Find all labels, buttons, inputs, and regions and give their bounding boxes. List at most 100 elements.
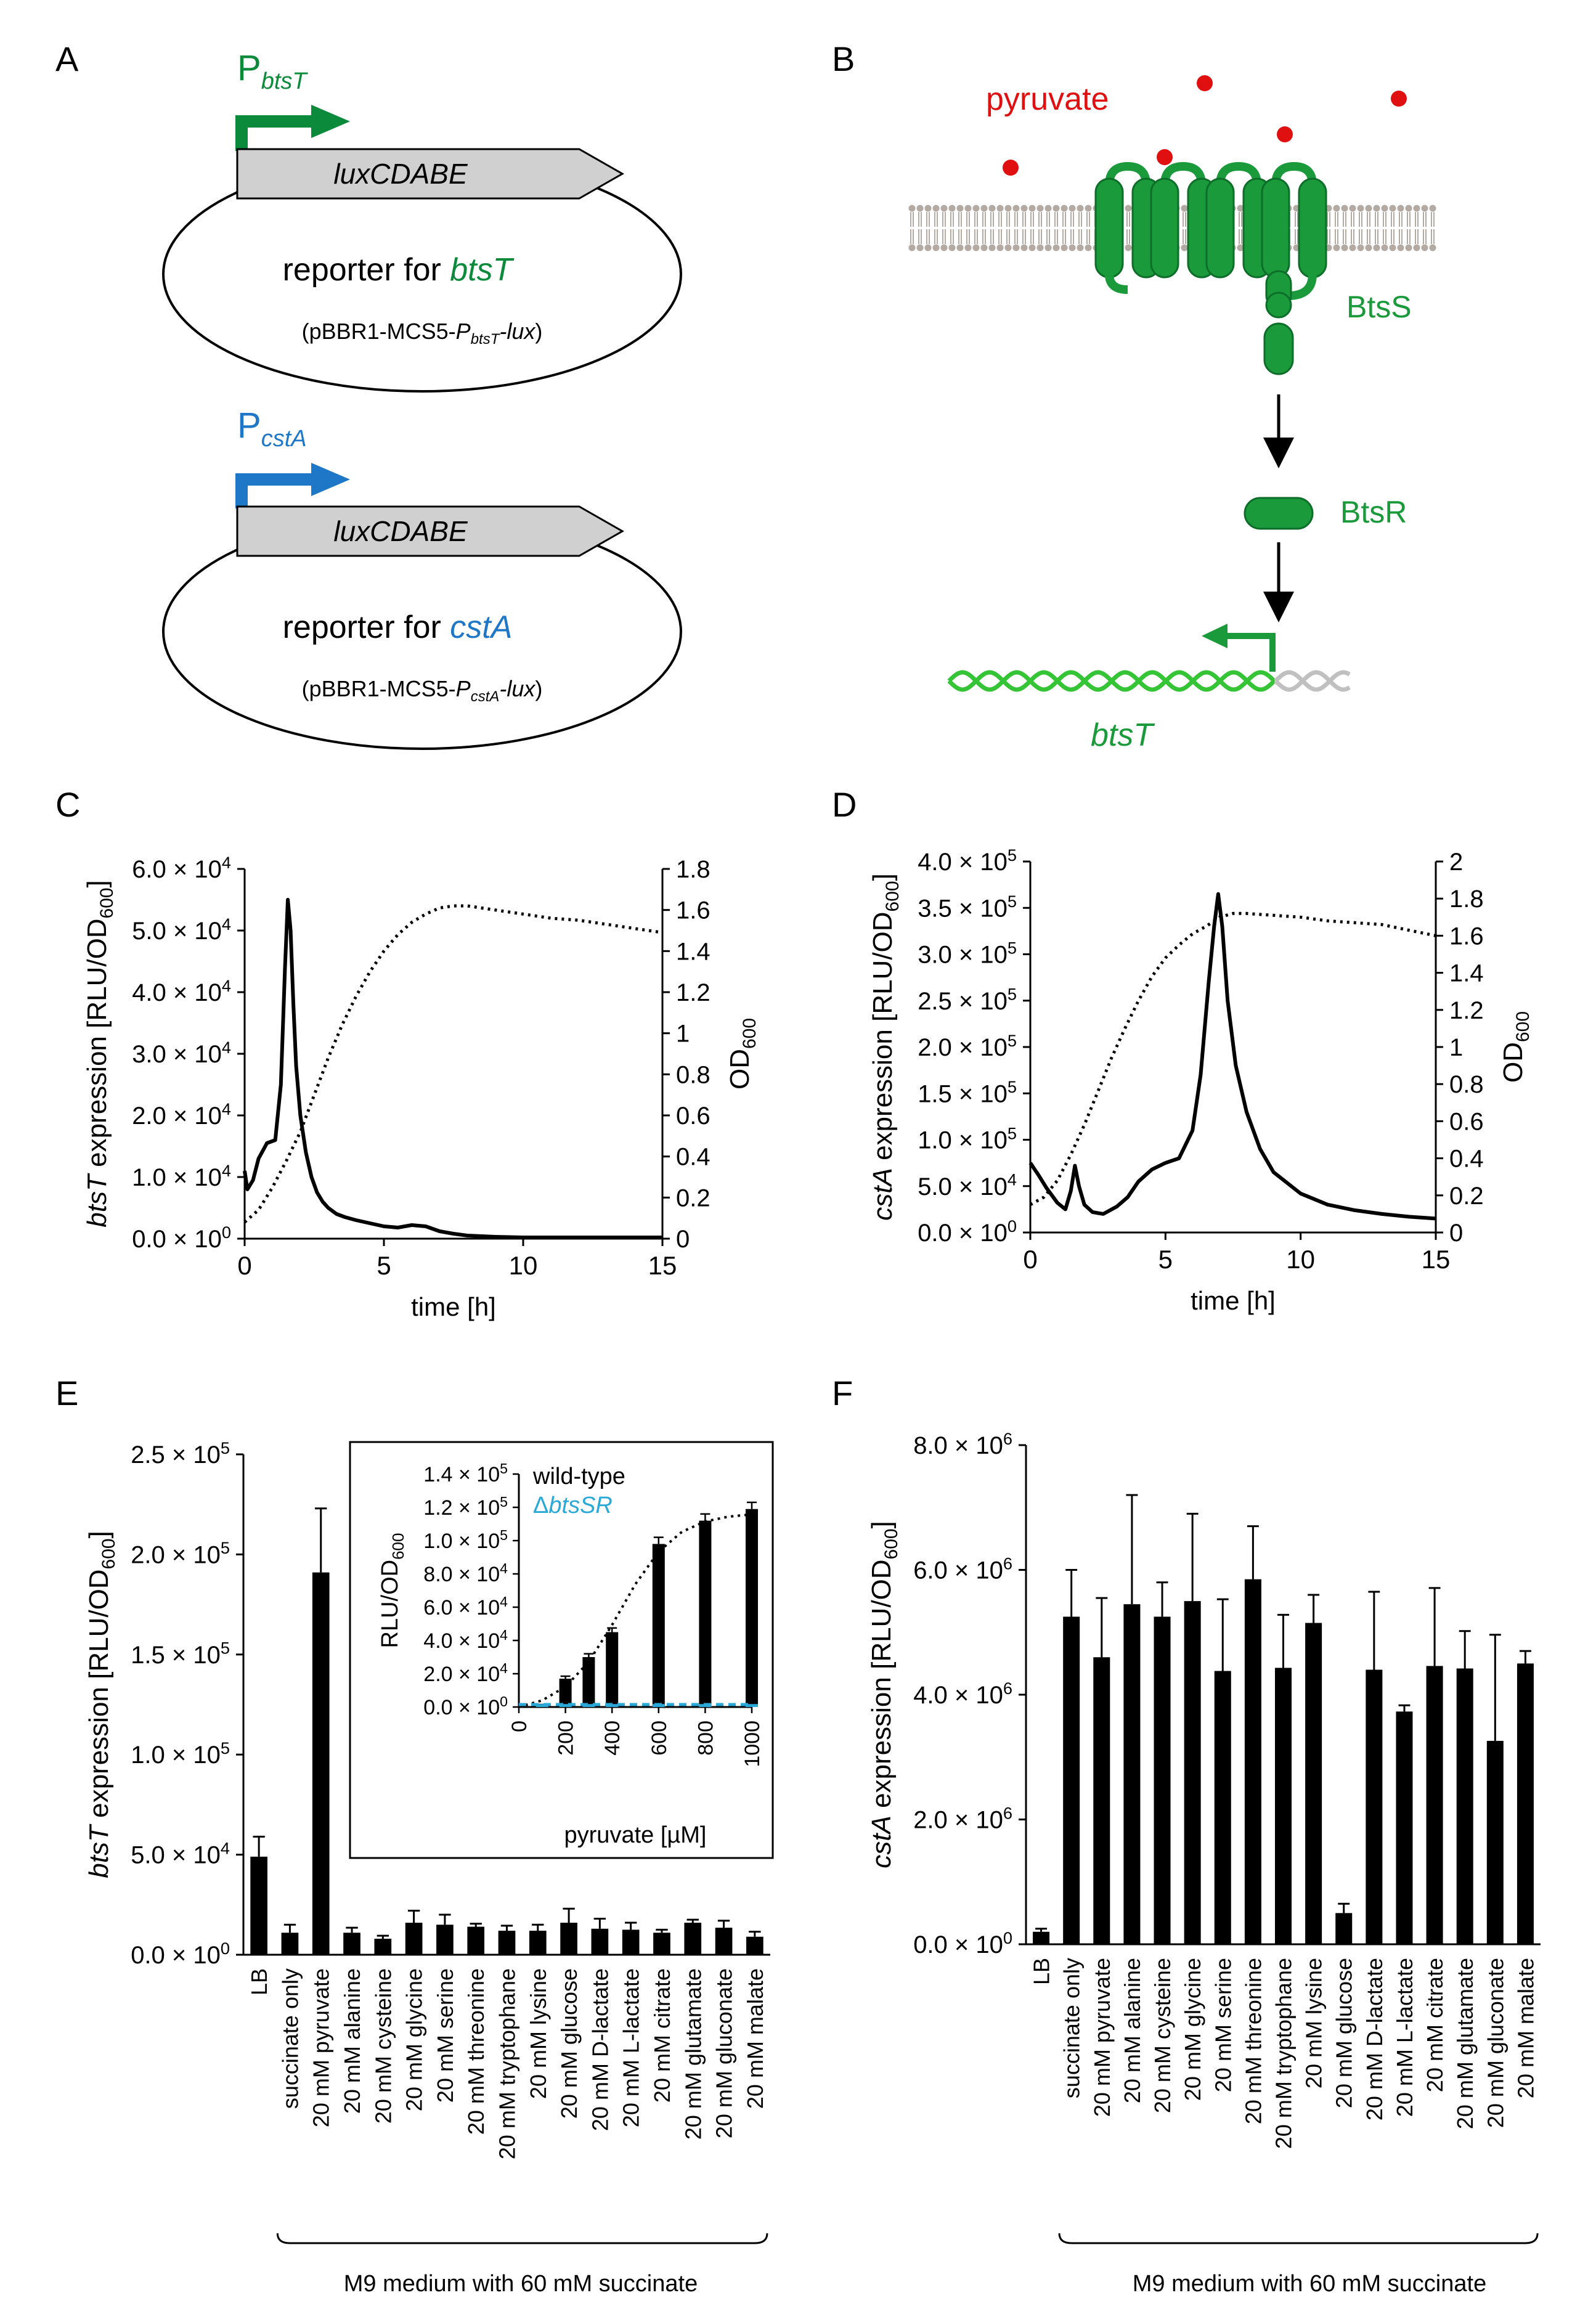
bar [1154,1616,1171,1944]
inset-bar-mutant [582,1704,595,1707]
category-label: 20 mM glycine [402,1968,427,2111]
y2-tick-label: 0.6 [1449,1108,1484,1135]
chart-e-inset: 0.0 × 100 2.0 × 104 4.0 × 104 6.0 × 104 8.0 … [349,1441,774,1859]
y2-tick-label: 0.2 [676,1184,710,1212]
promoter-label-csta: PcstA [237,405,307,452]
bar [436,1925,454,1955]
chart-c: 0.0 × 100 1.0 × 104 2.0 × 104 3.0 × 104 4.0 … [82,853,760,1321]
category-label: 20 mM citrate [1422,1958,1447,2092]
x-tick-label: 10 [1286,1245,1315,1274]
y2-tick-label: 0.4 [676,1144,710,1171]
btst-gene-label: btsT [1091,717,1155,753]
y-tick-label: 4.0 × 106 [913,1679,1012,1709]
btsr-label: BtsR [1340,495,1407,529]
bar [467,1926,485,1955]
inset-x-tick-label: 600 [648,1721,671,1756]
bar [1184,1601,1201,1944]
reporter-label-btst: reporter for btsT [283,252,515,288]
panel-letter-e: E [55,1374,78,1412]
panel-letter-a: A [55,39,79,78]
bar [1033,1931,1050,1944]
category-label: LB [246,1968,272,1995]
bar [312,1572,330,1955]
y-tick-label: 3.0 × 105 [918,938,1017,968]
y-tick-label: 6.0 × 106 [913,1554,1012,1584]
panel-e: E 0.0 × 100 5.0 × 104 1.0 × 105 1.5 × 105 2.… [55,1374,774,2297]
category-label: 20 mM serine [433,1968,458,2103]
y2-tick-label: 1.4 [1449,960,1484,987]
category-label: 20 mM tryptophane [495,1968,520,2159]
x-tick-label: 15 [648,1251,677,1280]
category-label: 20 mM pyruvate [309,1968,334,2127]
inset-y-tick-label: 1.2 × 105 [423,1494,508,1520]
y-tick-label: 1.5 × 105 [131,1639,230,1669]
bar [622,1929,640,1955]
category-label: 20 mM serine [1210,1958,1236,2092]
y-tick-label: 2.0 × 106 [913,1803,1012,1833]
category-label: 20 mM pyruvate [1089,1958,1115,2117]
category-bracket [276,2233,768,2244]
inset-bar-wildtype [746,1509,758,1707]
x-tick-label: 15 [1422,1245,1451,1274]
bar [1366,1669,1383,1944]
y-tick-label: 0.0 × 100 [131,1939,230,1969]
inset-y-axis-label: RLU/OD600 [377,1533,407,1648]
x-tick-label: 0 [1023,1245,1037,1274]
panel-b: B pyruvate BtsS BtsR btsT [832,39,1436,753]
inset-bar-wildtype [652,1544,665,1707]
y2-tick-label: 1.2 [1449,997,1484,1024]
bar [1305,1623,1322,1944]
panel-letter-c: C [55,785,80,824]
category-label: 20 mM cysteine [370,1968,396,2124]
y2-tick-label: 1.2 [676,979,710,1006]
promoter-arrow-btst-icon [235,105,350,151]
x-tick-label: 5 [1158,1245,1173,1274]
bar [1274,1668,1292,1944]
btst-promoter-arrow-icon [1202,624,1276,672]
bar [1335,1913,1353,1944]
inset-bar-mutant [559,1704,572,1707]
category-label: succinate only [1059,1958,1085,2098]
category-label: 20 mM glutamate [680,1968,706,2140]
od600-growth-line [243,904,663,1224]
y2-axis-label: OD600 [1498,1011,1533,1083]
y2-tick-label: 1.8 [676,856,710,883]
bar [529,1931,547,1955]
x-tick-label: 10 [509,1251,538,1280]
inset-y-tick-label: 2.0 × 104 [423,1660,508,1686]
lux-gene-label-2: luxCDABE [333,515,468,547]
panel-f: F 0.0 × 100 2.0 × 106 4.0 × 106 6.0 × 106 8.… [832,1374,1541,2297]
btss-label: BtsS [1346,290,1412,324]
bar [715,1928,733,1955]
inset-y-tick-label: 8.0 × 104 [423,1560,508,1586]
category-label: 20 mM citrate [649,1968,675,2103]
category-label: 20 mM L-lactate [1392,1958,1417,2117]
y-tick-label: 2.0 × 104 [132,1099,231,1130]
panel-c: C 0.0 × 100 1.0 × 104 2.0 × 104 3.0 × 104 4.… [55,785,760,1321]
category-bracket [1058,2233,1539,2244]
inset-bar-wildtype [559,1679,572,1707]
x-tick-label: 0 [237,1251,251,1280]
bar [560,1923,577,1955]
bar [1396,1711,1413,1944]
y-tick-label: 5.0 × 104 [131,1838,230,1868]
category-label: 20 mM alanine [1120,1958,1145,2103]
inset-bar-mutant [535,1704,548,1707]
category-label: 20 mM gluconate [1483,1958,1508,2128]
category-label: 20 mM L-lactate [619,1968,644,2127]
y2-tick-label: 0 [1449,1220,1463,1247]
category-label: 20 mM glycine [1180,1958,1205,2101]
y2-tick-label: 0.2 [1449,1183,1484,1210]
inset-y-tick-label: 4.0 × 104 [423,1627,508,1653]
category-label: 20 mM lysine [526,1968,551,2099]
bar [1093,1657,1110,1944]
bar [498,1931,516,1955]
promoter-arrow-csta-icon [235,463,350,508]
pyruvate-label: pyruvate [986,81,1109,117]
y2-tick-label: 1.6 [1449,923,1484,950]
y-tick-label: 2.0 × 105 [131,1538,230,1568]
y-tick-label: 1.0 × 105 [918,1123,1017,1154]
bar [746,1936,763,1955]
expression-line [1028,892,1436,1221]
bar [1214,1671,1231,1944]
